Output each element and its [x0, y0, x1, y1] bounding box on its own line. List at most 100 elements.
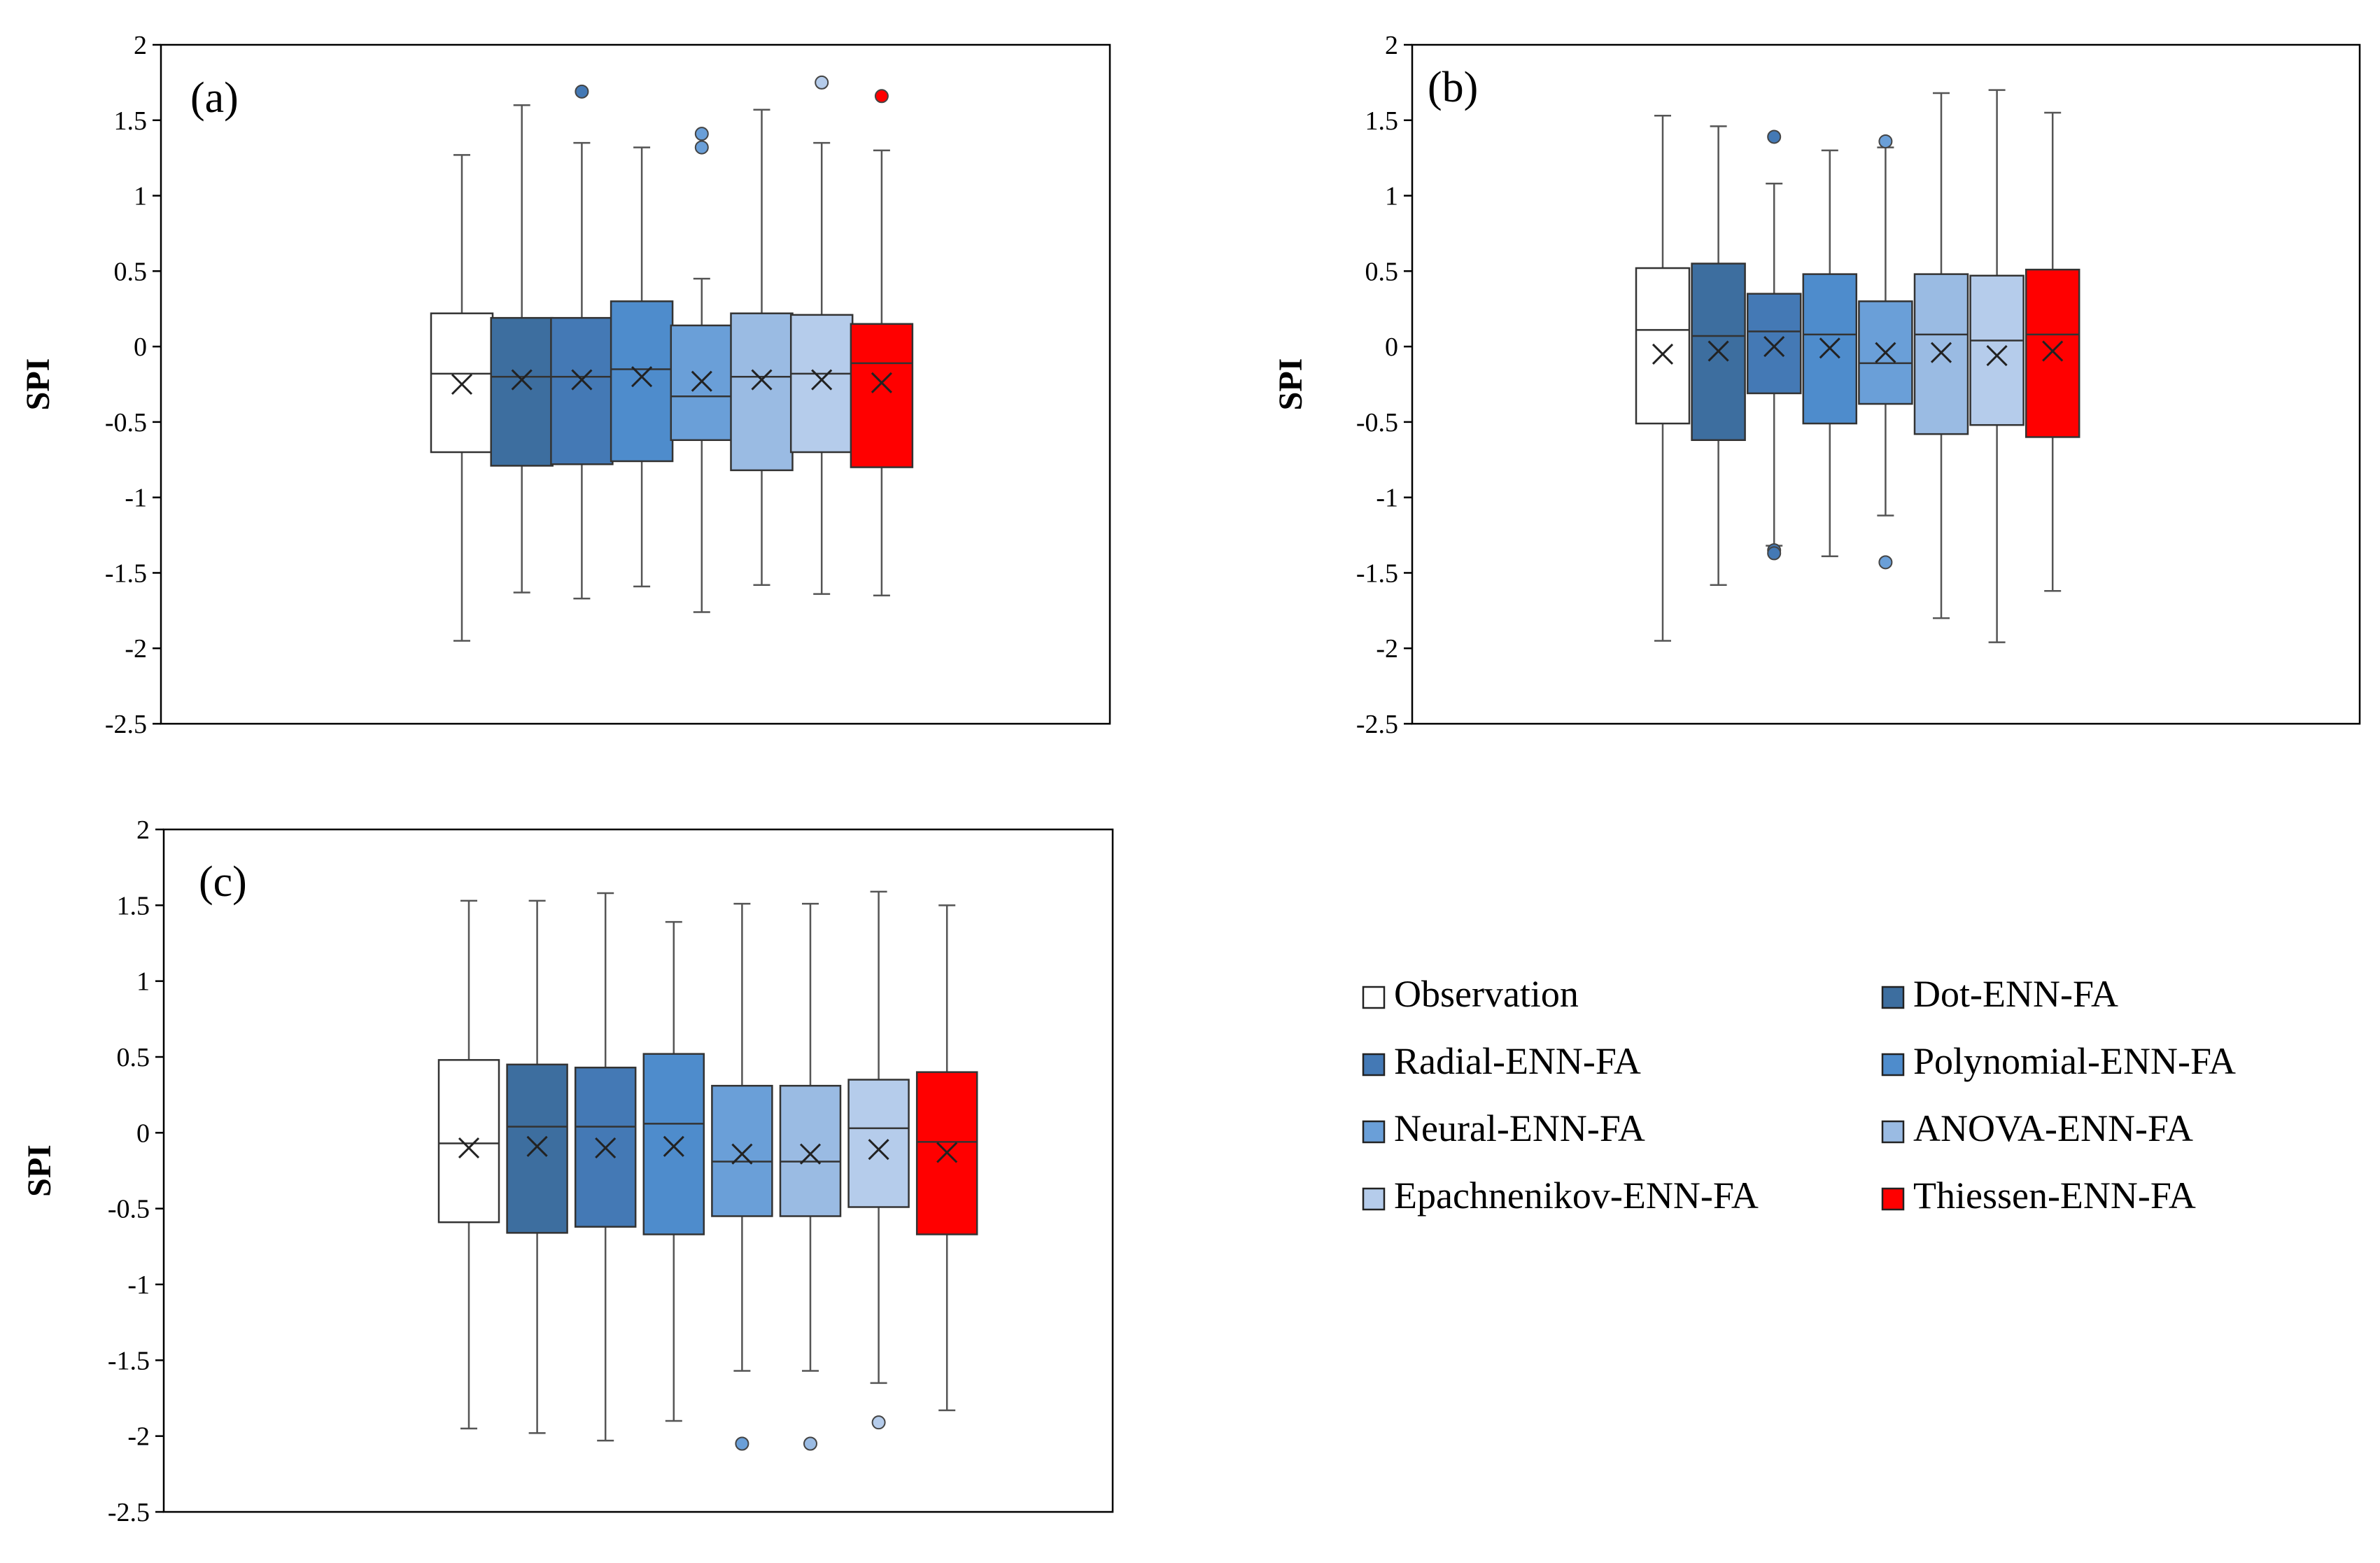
mean-marker — [1707, 340, 1729, 362]
box-3 — [610, 146, 674, 588]
mean-marker — [871, 372, 892, 393]
box-0 — [430, 154, 494, 642]
box-body — [437, 1059, 500, 1224]
y-tick-label: 0 — [1385, 332, 1398, 362]
outlier-point — [735, 1436, 749, 1451]
y-axis-label: SPI — [1272, 358, 1309, 411]
legend-swatch — [1881, 1053, 1905, 1077]
box-body — [430, 312, 494, 454]
mean-marker — [595, 1137, 617, 1159]
y-tick-label: -1 — [125, 484, 147, 513]
outlier-point — [1767, 129, 1782, 144]
mean-marker — [1652, 343, 1674, 365]
y-tick-label: -0.5 — [105, 408, 147, 437]
box-body — [642, 1053, 705, 1235]
panel-b: 2 1.5 1 0.5 0 -0.5 -1 -1.5 -2 -2.5 SPI (b) — [1272, 31, 2361, 739]
box-body — [550, 316, 614, 465]
mean-marker — [751, 369, 773, 391]
y-axis-label: SPI — [21, 1144, 58, 1197]
mean-marker — [451, 373, 473, 395]
box-4 — [670, 127, 734, 613]
y-tick-label: 0 — [134, 332, 147, 362]
box-4 — [711, 902, 773, 1451]
y-tick-label: 2 — [134, 31, 147, 60]
outlier-point — [815, 75, 829, 90]
panel-a: 2 1.5 1 0.5 0 -0.5 -1 -1.5 -2 -2.5 SPI (a) — [20, 31, 1111, 739]
mean-marker — [631, 366, 653, 388]
box-body — [2025, 268, 2080, 438]
mean-marker — [1986, 344, 2008, 367]
outlier-point — [803, 1436, 817, 1451]
y-tick-label: -2.5 — [108, 1498, 150, 1527]
outlier-point — [874, 89, 889, 104]
legend-swatch — [1881, 986, 1905, 1009]
y-tick-label: 1.5 — [114, 106, 148, 136]
box-7 — [850, 89, 914, 597]
box-2 — [1746, 129, 1802, 561]
plot-frame — [162, 828, 1114, 1513]
outlier-point — [694, 140, 709, 155]
panel-label: (a) — [190, 74, 239, 122]
y-tick-label: 1 — [134, 182, 147, 211]
mean-marker — [691, 370, 712, 392]
box-body — [850, 323, 914, 468]
box-body — [1913, 273, 1969, 435]
y-tick-label: 2 — [136, 815, 150, 845]
box-1 — [490, 104, 554, 594]
box-body — [506, 1063, 568, 1234]
y-tick-label: -1.5 — [105, 559, 147, 588]
box-body — [1969, 274, 2025, 426]
box-0 — [1635, 115, 1691, 642]
box-body — [711, 1084, 773, 1217]
y-tick-label: -2 — [127, 1422, 150, 1452]
outlier-point — [575, 84, 589, 99]
y-tick-label: 0 — [136, 1119, 150, 1148]
box-body — [1746, 293, 1802, 395]
panel-label: (c) — [199, 858, 247, 906]
mean-marker — [2042, 340, 2064, 362]
box-body — [610, 300, 674, 463]
y-tick-label: -1.5 — [108, 1346, 150, 1375]
box-3 — [642, 920, 705, 1422]
legend-label: Radial-ENN-FA — [1394, 1040, 1641, 1082]
box-body — [490, 316, 554, 467]
y-axis-label: SPI — [20, 358, 57, 411]
legend-swatch — [1362, 986, 1386, 1009]
y-tick-label: -0.5 — [1356, 408, 1398, 437]
box-5 — [779, 902, 842, 1451]
legend-label: Thiessen-ENN-FA — [1913, 1175, 2196, 1217]
mean-marker — [868, 1139, 889, 1161]
mean-marker — [458, 1137, 480, 1159]
panel-label: (b) — [1428, 64, 1478, 111]
box-4 — [1858, 134, 1913, 570]
box-body — [670, 324, 734, 442]
outlier-point — [694, 127, 709, 141]
box-0 — [437, 899, 500, 1430]
box-2 — [574, 892, 637, 1442]
outlier-point — [1767, 546, 1782, 561]
mean-marker — [511, 369, 533, 391]
plot-frame — [160, 43, 1111, 725]
mean-marker — [936, 1142, 958, 1163]
y-tick-label: -0.5 — [108, 1195, 150, 1224]
box-1 — [1691, 125, 1746, 586]
legend-label: Epachnenikov-ENN-FA — [1394, 1175, 1759, 1217]
box-1 — [506, 899, 568, 1434]
outlier-point — [1878, 134, 1893, 148]
y-tick-label: 1 — [136, 967, 150, 997]
box-3 — [1802, 149, 1858, 557]
mean-marker — [1819, 337, 1840, 359]
y-tick-label: -2.5 — [1356, 710, 1398, 739]
box-7 — [915, 904, 978, 1412]
box-body — [789, 314, 854, 454]
y-tick-label: -1 — [127, 1270, 150, 1300]
outlier-point — [871, 1415, 886, 1430]
box-2 — [550, 84, 614, 600]
legend-label: Neural-ENN-FA — [1394, 1107, 1645, 1149]
legend-swatch — [1881, 1187, 1905, 1211]
y-tick-label: 1 — [1385, 182, 1398, 211]
box-body — [1635, 267, 1691, 425]
y-tick-label: -2.5 — [105, 710, 147, 739]
legend-label: Polynomial-ENN-FA — [1913, 1040, 2236, 1082]
mean-marker — [663, 1135, 684, 1157]
